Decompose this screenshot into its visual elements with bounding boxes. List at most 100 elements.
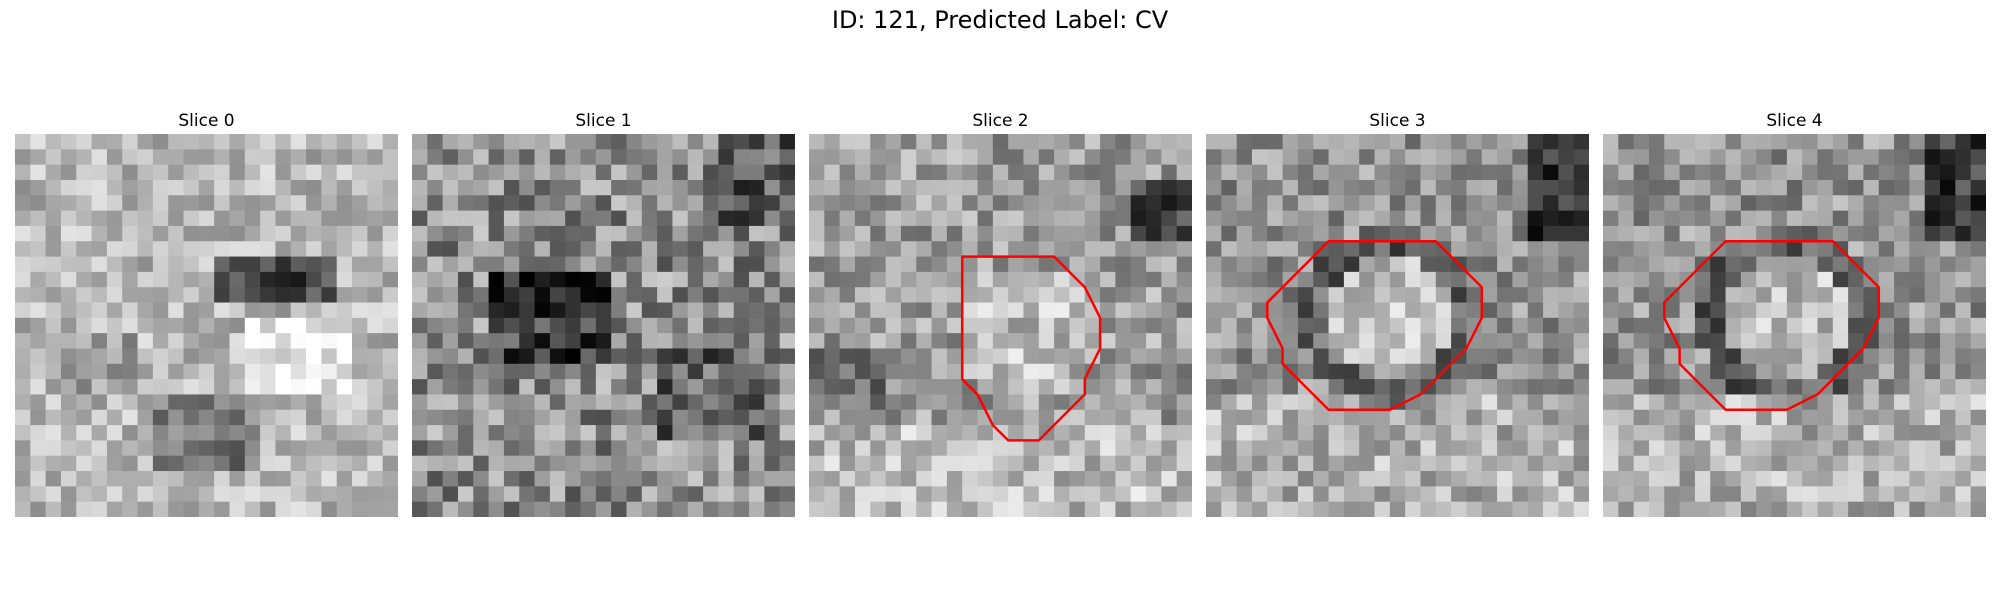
- pixel-cell: [1436, 165, 1452, 181]
- pixel-cell: [978, 333, 994, 349]
- pixel-cell: [1726, 379, 1742, 395]
- pixel-cell: [245, 379, 261, 395]
- pixel-cell: [1787, 226, 1803, 242]
- pixel-cell: [1054, 456, 1070, 472]
- pixel-cell: [61, 180, 77, 196]
- pixel-cell: [1466, 394, 1482, 410]
- pixel-cell: [1375, 471, 1391, 487]
- pixel-cell: [1375, 241, 1391, 257]
- pixel-cell: [61, 318, 77, 334]
- pixel-cell: [352, 211, 368, 227]
- pixel-cell: [1344, 410, 1360, 426]
- pixel-cell: [367, 241, 383, 257]
- pixel-cell: [1710, 180, 1726, 196]
- pixel-cell: [1528, 318, 1544, 334]
- pixel-cell: [1497, 272, 1513, 288]
- pixel-cell: [581, 165, 597, 181]
- pixel-cell: [122, 394, 138, 410]
- pixel-cell: [1206, 379, 1222, 395]
- pixel-cell: [1177, 272, 1192, 288]
- pixel-cell: [291, 272, 307, 288]
- pixel-cell: [1833, 134, 1849, 150]
- pixel-cell: [1574, 425, 1589, 441]
- pixel-cell: [993, 272, 1009, 288]
- pixel-cell: [1298, 134, 1314, 150]
- pixel-cell: [1039, 165, 1055, 181]
- pixel-cell: [1390, 211, 1406, 227]
- pixel-cell: [1100, 318, 1116, 334]
- pixel-cell: [1528, 471, 1544, 487]
- pixel-cell: [703, 272, 719, 288]
- pixel-cell: [764, 226, 780, 242]
- pixel-cell: [672, 318, 688, 334]
- pixel-cell: [886, 425, 902, 441]
- pixel-cell: [657, 379, 673, 395]
- pixel-cell: [1039, 379, 1055, 395]
- pixel-cell: [1512, 410, 1528, 426]
- pixel-cell: [489, 394, 505, 410]
- pixel-cell: [1940, 303, 1956, 319]
- pixel-cell: [412, 318, 428, 334]
- pixel-cell: [840, 241, 856, 257]
- pixel-cell: [855, 364, 871, 380]
- pixel-cell: [870, 394, 886, 410]
- pixel-cell: [1528, 149, 1544, 165]
- pixel-cell: [1267, 486, 1283, 502]
- pixel-cell: [1344, 486, 1360, 502]
- pixel-cell: [153, 272, 169, 288]
- pixel-cell: [565, 425, 581, 441]
- pixel-cell: [626, 241, 642, 257]
- pixel-cell: [1359, 180, 1375, 196]
- pixel-cell: [1680, 502, 1696, 517]
- pixel-cell: [1146, 471, 1162, 487]
- pixel-cell: [1436, 211, 1452, 227]
- pixel-cell: [1329, 502, 1345, 517]
- pixel-cell: [412, 257, 428, 273]
- pixel-cell: [932, 410, 948, 426]
- pixel-cell: [886, 287, 902, 303]
- pixel-cell: [1283, 226, 1299, 242]
- pixel-cell: [489, 318, 505, 334]
- pixel-cell: [306, 486, 322, 502]
- pixel-cell: [932, 456, 948, 472]
- pixel-cell: [458, 318, 474, 334]
- pixel-cell: [1497, 211, 1513, 227]
- pixel-cell: [138, 272, 154, 288]
- pixel-cell: [291, 440, 307, 456]
- pixel-cell: [1894, 241, 1910, 257]
- pixel-cell: [229, 333, 245, 349]
- pixel-cell: [15, 272, 31, 288]
- pixel-cell: [1313, 379, 1329, 395]
- pixel-cell: [1466, 211, 1482, 227]
- pixel-cell: [1543, 134, 1559, 150]
- pixel-cell: [1177, 180, 1192, 196]
- pixel-cell: [275, 134, 291, 150]
- pixel-cell: [1115, 394, 1131, 410]
- pixel-cell: [46, 211, 62, 227]
- pixel-cell: [1664, 303, 1680, 319]
- pixel-cell: [61, 425, 77, 441]
- pixel-cell: [1695, 394, 1711, 410]
- pixel-cell: [764, 486, 780, 502]
- pixel-cell: [1023, 425, 1039, 441]
- pixel-cell: [688, 394, 704, 410]
- pixel-cell: [76, 287, 92, 303]
- pixel-cell: [138, 318, 154, 334]
- pixel-cell: [1344, 348, 1360, 364]
- pixel-cell: [1436, 394, 1452, 410]
- pixel-cell: [458, 149, 474, 165]
- pixel-cell: [1618, 410, 1634, 426]
- pixel-cell: [1115, 379, 1131, 395]
- pixel-cell: [427, 241, 443, 257]
- pixel-cell: [916, 410, 932, 426]
- pixel-cell: [764, 195, 780, 211]
- pixel-cell: [1634, 333, 1650, 349]
- pixel-cell: [1115, 257, 1131, 273]
- pixel-cell: [596, 287, 612, 303]
- pixel-cell: [1023, 364, 1039, 380]
- pixel-cell: [947, 394, 963, 410]
- pixel-cell: [61, 303, 77, 319]
- pixel-cell: [504, 180, 520, 196]
- pixel-cell: [184, 394, 200, 410]
- pixel-cell: [46, 348, 62, 364]
